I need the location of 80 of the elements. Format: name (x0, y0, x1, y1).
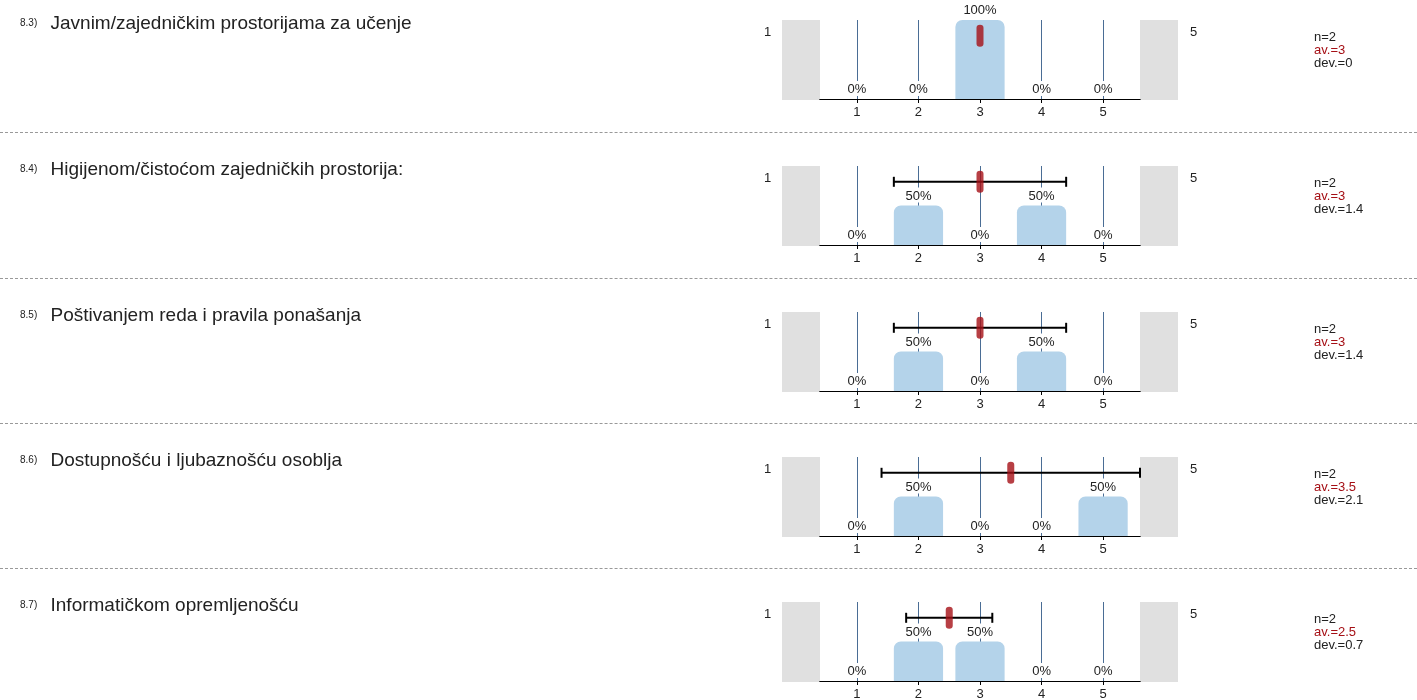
x-tick-label: 5 (1099, 396, 1107, 411)
data-label: 50% (905, 478, 932, 494)
x-tick-label: 2 (914, 686, 923, 700)
data-label: 0% (1032, 518, 1052, 533)
data-label: 0% (1032, 81, 1052, 96)
text: dev.=0 (1314, 55, 1353, 70)
data-label: 50% (905, 623, 932, 639)
data-label: 0% (1093, 663, 1113, 678)
data-label: 0% (1093, 373, 1113, 388)
data-label: 100% (963, 2, 998, 17)
data-label: 0% (847, 373, 867, 388)
text: 1 (764, 24, 772, 39)
chart-title: $^{8.5)}$ Poštivanjem reda i pravila ponašanja (20, 304, 362, 325)
x-tick-label: 5 (1099, 686, 1107, 700)
text: 1 (764, 316, 772, 331)
x-tick-label: 2 (914, 396, 923, 411)
text: dev.=1.4 (1314, 347, 1364, 362)
text: av.=2.5 (1314, 624, 1358, 639)
text: av.=3.5 (1314, 479, 1358, 494)
text: 5 (1190, 606, 1198, 621)
chart-title: $^{8.4)}$ Higijenom/čistoćom zajedničkih prostorija: (20, 158, 404, 179)
data-label: 0% (970, 373, 990, 388)
data-label: 0% (847, 227, 867, 242)
text: 5 (1190, 461, 1198, 476)
x-tick-label: 4 (1037, 541, 1046, 556)
x-tick-label: 3 (976, 250, 984, 265)
x-tick-label: 2 (914, 541, 923, 556)
text: n=2 (1314, 175, 1338, 190)
x-tick-label: 2 (914, 104, 923, 119)
text: 1 (764, 170, 772, 185)
text: dev.=1.4 (1314, 201, 1364, 216)
text: 5 (1190, 316, 1198, 331)
data-label: 0% (847, 663, 867, 678)
x-tick-label: 2 (914, 250, 923, 265)
data-label: 0% (847, 81, 867, 96)
x-tick-label: 4 (1037, 396, 1046, 411)
data-label: 50% (1028, 187, 1055, 203)
text: n=2 (1314, 321, 1338, 336)
text: n=2 (1314, 611, 1338, 626)
data-label: 0% (1032, 663, 1052, 678)
data-label: 50% (905, 187, 932, 203)
x-tick-label: 1 (853, 541, 861, 556)
x-tick-label: 1 (853, 104, 861, 119)
data-label: 50% (1028, 333, 1055, 349)
data-label: 50% (966, 623, 994, 639)
x-tick-label: 1 (853, 686, 861, 700)
x-tick-label: 5 (1099, 541, 1107, 556)
chart-title: $^{8.6)}$ Dostupnošću i ljubaznošću osoblja (20, 449, 343, 470)
x-tick-label: 5 (1099, 104, 1107, 119)
x-tick-label: 3 (976, 541, 984, 556)
x-tick-label: 3 (976, 104, 984, 119)
x-tick-label: 4 (1037, 250, 1046, 265)
data-label: 0% (1093, 227, 1113, 242)
data-label: 0% (1093, 81, 1113, 96)
data-label: 50% (1090, 478, 1117, 494)
text: 5 (1190, 24, 1198, 39)
text: 1 (764, 606, 772, 621)
x-tick-label: 1 (853, 396, 861, 411)
text: av.=3 (1314, 188, 1347, 203)
text: 5 (1190, 170, 1198, 185)
text: n=2 (1314, 466, 1338, 481)
data-label: 0% (970, 227, 990, 242)
text: dev.=0.7 (1314, 637, 1364, 652)
data-label: 0% (970, 518, 990, 533)
chart-title: $^{8.3)}$ Javnim/zajedničkim prostorijama za učenje (20, 12, 412, 33)
x-tick-label: 3 (976, 396, 984, 411)
text: 1 (764, 461, 772, 476)
x-tick-label: 5 (1099, 250, 1107, 265)
x-tick-label: 4 (1037, 686, 1046, 700)
text: av.=3 (1314, 334, 1347, 349)
chart-title: $^{8.7)}$ Informatičkom opremljenošću (20, 594, 299, 615)
x-tick-label: 3 (976, 686, 984, 700)
data-label: 50% (905, 333, 932, 349)
text: av.=3 (1314, 42, 1347, 57)
text: dev.=2.1 (1314, 492, 1364, 507)
x-tick-label: 4 (1037, 104, 1046, 119)
data-label: 0% (847, 518, 867, 533)
data-label: 0% (909, 81, 929, 96)
x-tick-label: 1 (853, 250, 861, 265)
text: n=2 (1314, 29, 1338, 44)
